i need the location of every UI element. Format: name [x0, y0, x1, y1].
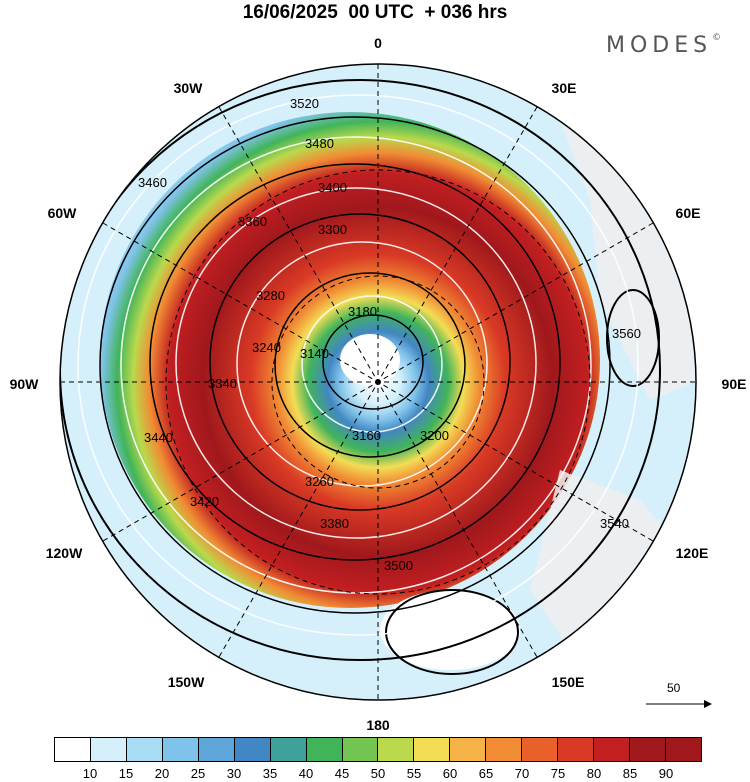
colorbar-swatch	[522, 738, 559, 761]
contour-label: 3400	[318, 180, 347, 195]
contour-label: 3300	[318, 222, 347, 237]
contour-label: 3260	[305, 474, 334, 489]
contour-label: 3540	[600, 516, 629, 531]
white-cell-south	[380, 590, 520, 670]
lon-label-30e: 30E	[551, 80, 577, 96]
copyright-mark: ©	[712, 33, 722, 43]
lon-label-180: 180	[366, 717, 390, 733]
colorbar-tick-label: 60	[442, 766, 458, 781]
contour-label: 3140	[300, 346, 329, 361]
colorbar-swatch	[198, 738, 235, 761]
colorbar-tick-label: 80	[586, 766, 602, 781]
contour-layer	[60, 79, 661, 675]
colorbar-tick-label: 40	[298, 766, 314, 781]
reference-vector-label: 50	[667, 681, 681, 695]
modes-logo: MODES©	[606, 33, 721, 58]
brand-text: MODES	[606, 33, 713, 58]
colorbar-swatch	[414, 738, 451, 761]
colorbar-tick-label: 55	[406, 766, 422, 781]
colorbar-tick-label: 10	[82, 766, 98, 781]
streamline-layer	[77, 94, 639, 636]
contour-label: 3460	[138, 175, 167, 190]
lon-label-90w: 90W	[9, 376, 39, 392]
lon-label-0: 0	[374, 35, 382, 51]
contour-label: 3200	[420, 428, 449, 443]
colorbar-labels: 10 15 20 25 30 35 40 45 50 55 60 65 70 75 80 85 90	[54, 766, 702, 782]
polar-map	[59, 63, 697, 701]
lon-label-60e: 60E	[675, 205, 701, 221]
contour-label: 3520	[290, 96, 319, 111]
colorbar-swatch	[270, 738, 307, 761]
colorbar-swatch	[665, 738, 701, 761]
colorbar-swatch	[378, 738, 415, 761]
colorbar-tick-label: 15	[118, 766, 134, 781]
colorbar	[54, 737, 702, 762]
contour-label: 3160	[352, 428, 381, 443]
lon-label-30w: 30W	[173, 80, 203, 96]
polar-low-core	[340, 334, 400, 386]
colorbar-swatch	[162, 738, 199, 761]
contour-label: 3360	[238, 214, 267, 229]
reference-vector-arrow	[646, 700, 712, 708]
colorbar-tick-label: 50	[370, 766, 386, 781]
contour-label: 3480	[305, 136, 334, 151]
colorbar-swatch	[306, 738, 343, 761]
contour-label: 3420	[190, 494, 219, 509]
map-title: 16/06/2025 00 UTC + 036 hrs	[242, 2, 508, 23]
colorbar-tick-label: 35	[262, 766, 278, 781]
contour-label: 3280	[256, 288, 285, 303]
lon-label-120e: 120E	[675, 545, 709, 561]
map-boundary	[59, 63, 697, 701]
colorbar-tick-label: 25	[190, 766, 206, 781]
south-pole-marker	[375, 379, 381, 385]
colorbar-swatch	[90, 738, 127, 761]
lon-label-60w: 60W	[47, 205, 77, 221]
colorbar-tick-label: 45	[334, 766, 350, 781]
colorbar-swatch	[126, 738, 163, 761]
colorbar-tick-label: 90	[658, 766, 674, 781]
contour-label: 3180	[348, 304, 377, 319]
colorbar-tick-label: 75	[550, 766, 566, 781]
colorbar-swatch	[342, 738, 379, 761]
colorbar-tick-label: 70	[514, 766, 530, 781]
colorbar-swatch	[450, 738, 487, 761]
colorbar-tick-label: 30	[226, 766, 242, 781]
colorbar-swatch	[55, 738, 91, 761]
colorbar-tick-label: 20	[154, 766, 170, 781]
contour-label: 3380	[320, 516, 349, 531]
colorbar-swatch	[558, 738, 595, 761]
colorbar-swatch	[486, 738, 523, 761]
contour-label: 3500	[384, 558, 413, 573]
colorbar-swatch	[630, 738, 666, 761]
colorbar-tick-label: 65	[478, 766, 494, 781]
contour-label: 3340	[208, 376, 237, 391]
contour-label: 3240	[252, 340, 281, 355]
lon-label-150w: 150W	[167, 674, 205, 690]
contour-label: 3560	[612, 326, 641, 341]
colorbar-tick-label: 85	[622, 766, 638, 781]
colorbar-swatch	[594, 738, 630, 761]
contour-label: 3440	[144, 430, 173, 445]
lon-label-90e: 90E	[721, 376, 747, 392]
colorbar-swatch	[234, 738, 271, 761]
lon-label-150e: 150E	[551, 674, 585, 690]
lon-label-120w: 120W	[45, 545, 83, 561]
